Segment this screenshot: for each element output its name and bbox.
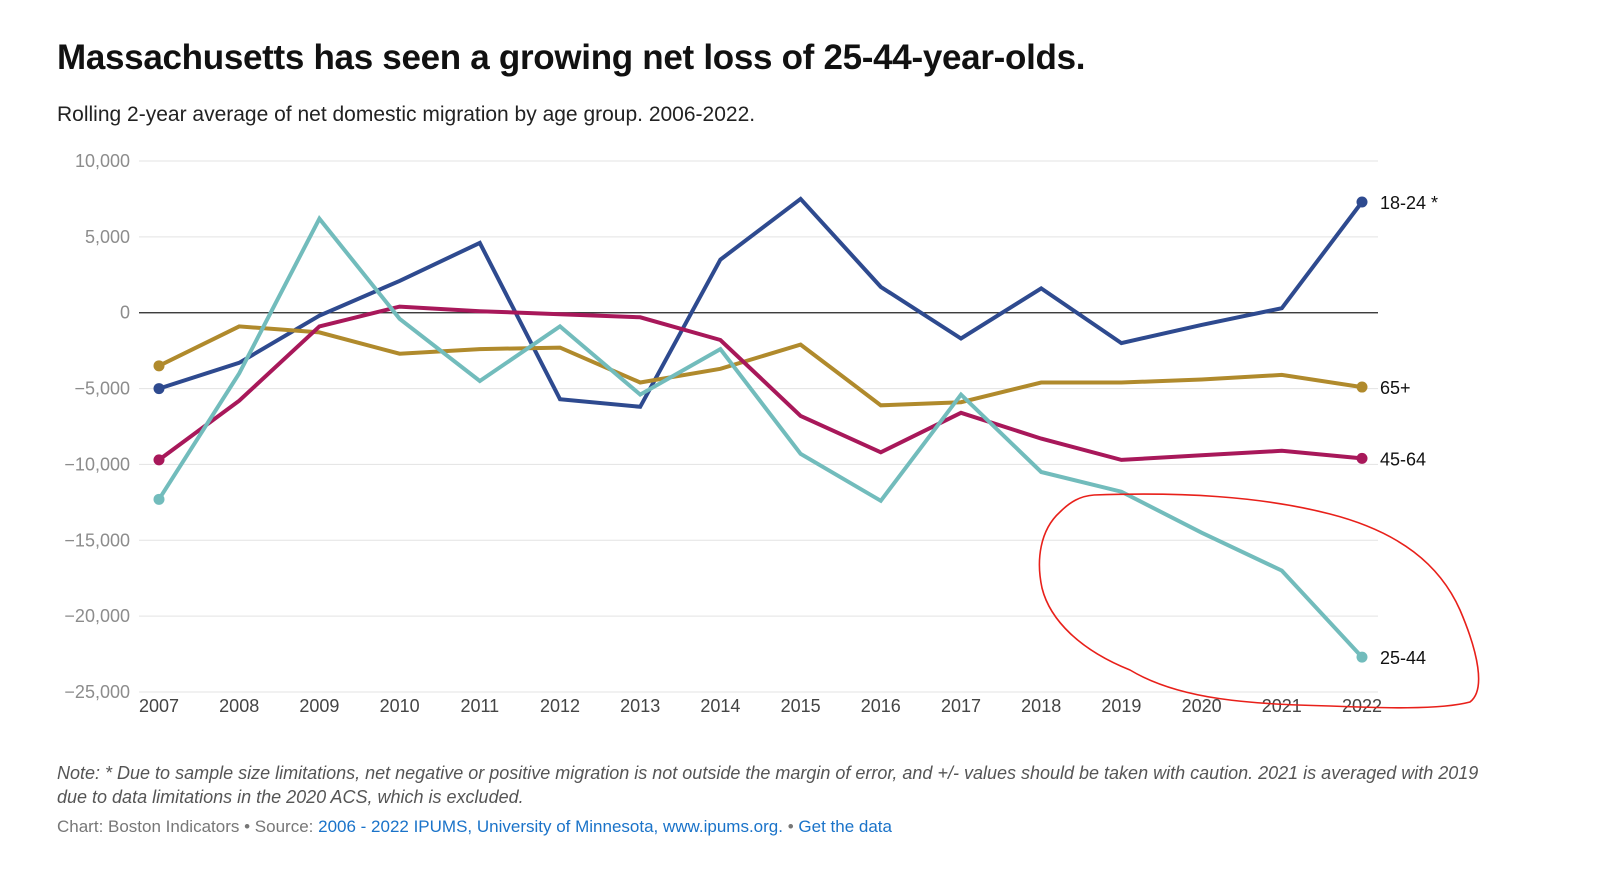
x-tick-label: 2016 bbox=[861, 696, 901, 716]
x-tick-label: 2020 bbox=[1182, 696, 1222, 716]
x-tick-label: 2017 bbox=[941, 696, 981, 716]
y-tick-label: −25,000 bbox=[64, 682, 130, 702]
x-tick-label: 2008 bbox=[219, 696, 259, 716]
series-line-65 bbox=[158, 324, 1363, 408]
x-axis-ticks: 2007 2008 2009 2010 2011 2012 2013 2014 2015 2016… bbox=[139, 696, 1382, 716]
series-end-point bbox=[1356, 196, 1368, 208]
y-tick-label: 0 bbox=[120, 303, 130, 323]
series-end-label: 25-44 bbox=[1380, 648, 1426, 668]
hand-drawn-annotation bbox=[1038, 493, 1480, 709]
series-start-point bbox=[153, 454, 165, 466]
series-start-point bbox=[153, 360, 165, 372]
series-line-45-64 bbox=[157, 304, 1363, 462]
chart-note: Note: * Due to sample size limitations, … bbox=[57, 763, 1479, 807]
y-tick-label: 10,000 bbox=[75, 151, 130, 171]
y-tick-label: −15,000 bbox=[64, 530, 130, 550]
grid-lines bbox=[139, 160, 1378, 693]
series-end-label: 65+ bbox=[1380, 378, 1411, 398]
x-tick-label: 2013 bbox=[620, 696, 660, 716]
series-lines bbox=[153, 196, 1368, 663]
series-start-point bbox=[153, 493, 165, 505]
x-tick-label: 2007 bbox=[139, 696, 179, 716]
red-annotation-ellipse bbox=[1038, 493, 1480, 709]
chart-footer: Chart: Boston Indicators • Source: 2006 … bbox=[57, 817, 892, 837]
x-tick-label: 2019 bbox=[1101, 696, 1141, 716]
series-labels: 18-24 * 65+ 45-64 25-44 bbox=[1380, 193, 1438, 668]
series-line-25-44 bbox=[157, 215, 1364, 659]
series-end-label: 45-64 bbox=[1380, 449, 1426, 469]
y-tick-label: 5,000 bbox=[85, 227, 130, 247]
source-label: • Source: bbox=[244, 817, 314, 836]
chart-title: Massachusetts has seen a growing net los… bbox=[57, 38, 1086, 77]
y-axis-ticks: 10,000 5,000 0 −5,000 −10,000 −15,000 −20,000 −… bbox=[64, 151, 130, 702]
series-end-point bbox=[1356, 651, 1368, 663]
series-end-point bbox=[1356, 381, 1368, 393]
y-tick-label: −5,000 bbox=[74, 379, 130, 399]
chart-credit: Chart: Boston Indicators bbox=[57, 817, 240, 836]
footer-separator: • bbox=[787, 817, 794, 836]
series-start-point bbox=[153, 383, 165, 395]
x-tick-label: 2018 bbox=[1021, 696, 1061, 716]
x-tick-label: 2021 bbox=[1262, 696, 1302, 716]
x-tick-label: 2022 bbox=[1342, 696, 1382, 716]
line-chart: 10,000 5,000 0 −5,000 −10,000 −15,000 −20,000 −… bbox=[64, 151, 1480, 716]
x-tick-label: 2011 bbox=[460, 696, 499, 716]
chart-subtitle: Rolling 2-year average of net domestic m… bbox=[57, 103, 756, 126]
get-the-data-link[interactable]: Get the data bbox=[798, 817, 892, 836]
x-tick-label: 2009 bbox=[299, 696, 339, 716]
x-tick-label: 2010 bbox=[380, 696, 420, 716]
x-tick-label: 2012 bbox=[540, 696, 580, 716]
series-end-point bbox=[1356, 452, 1368, 464]
source-link[interactable]: 2006 - 2022 IPUMS, University of Minneso… bbox=[318, 817, 783, 836]
y-tick-label: −20,000 bbox=[64, 606, 130, 626]
x-tick-label: 2014 bbox=[700, 696, 740, 716]
series-line-18-24 bbox=[158, 196, 1364, 409]
y-tick-label: −10,000 bbox=[64, 454, 130, 474]
x-tick-label: 2015 bbox=[781, 696, 821, 716]
series-end-label: 18-24 * bbox=[1380, 193, 1438, 213]
